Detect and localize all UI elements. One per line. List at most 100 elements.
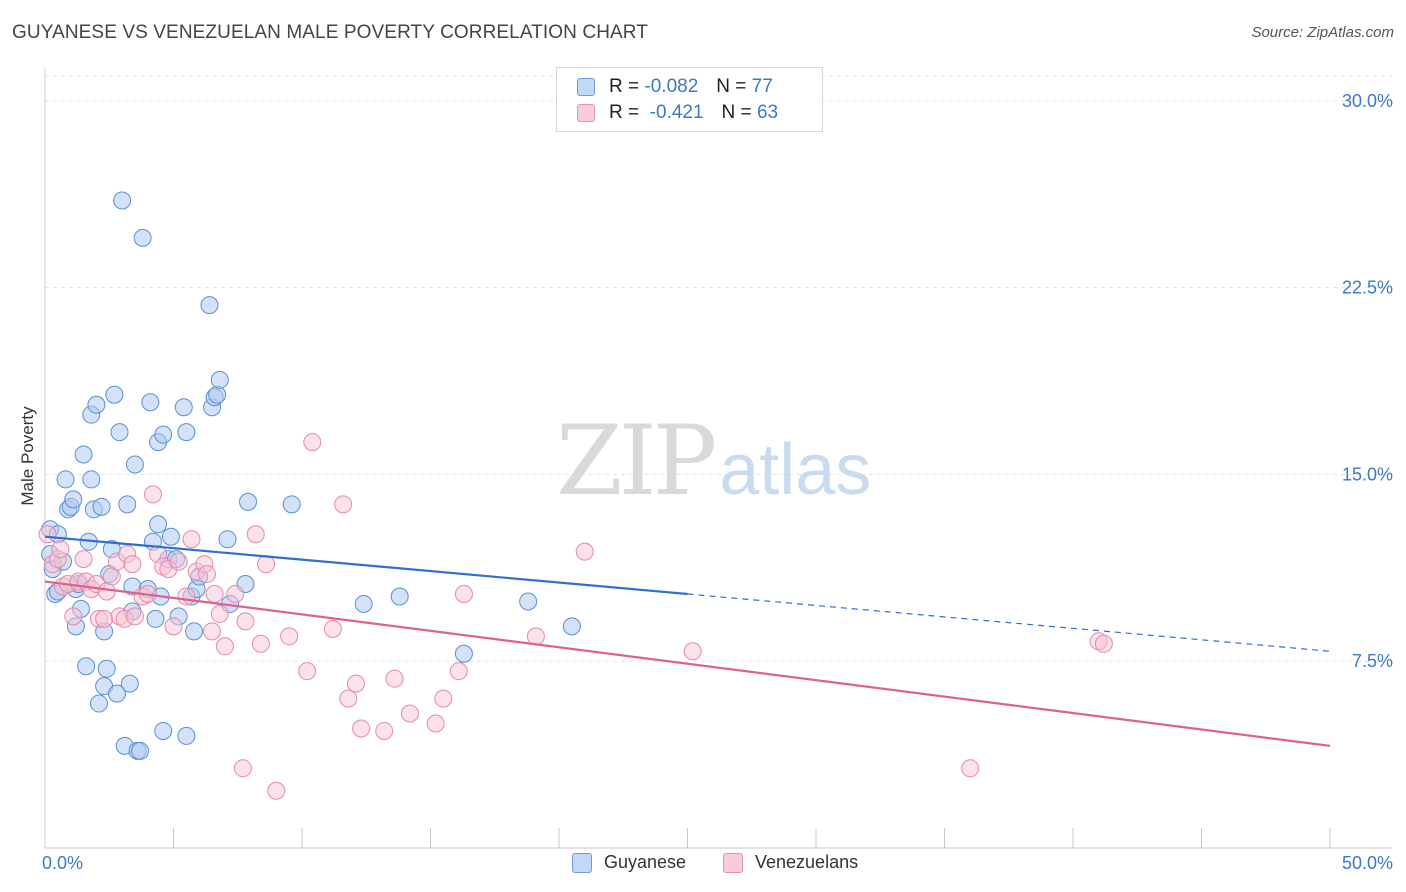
venezuelan-point	[323, 619, 342, 638]
venezuelan-point	[434, 689, 453, 708]
guyanese-point	[161, 527, 180, 546]
venezuelan-point	[182, 530, 201, 549]
guyanese-swatch	[577, 78, 595, 96]
venezuelan-swatch	[577, 104, 595, 122]
venezuelan-point	[197, 565, 216, 584]
venezuelan-point	[346, 674, 365, 693]
guyanese-point	[174, 398, 193, 417]
guyanese-point	[64, 490, 83, 509]
y-axis-label: Male Poverty	[18, 406, 37, 506]
venezuelan-point	[334, 495, 353, 514]
venezuelan-point	[375, 721, 394, 740]
guyanese-point	[56, 470, 75, 489]
r-label: R =	[609, 76, 640, 97]
venezuelan-point	[400, 704, 419, 723]
guyanese-point	[239, 492, 258, 511]
venezuelan-point	[575, 542, 594, 561]
guyanese-point	[125, 455, 144, 474]
legend-row-guyanese: R = -0.082 N = 77	[577, 75, 773, 99]
y-tick-label: 22.5%	[1342, 278, 1393, 298]
guyanese-point	[154, 425, 173, 444]
guyanese-point	[105, 385, 124, 404]
venezuelan-point	[352, 719, 371, 738]
y-tick-label: 30.0%	[1342, 91, 1393, 111]
y-tick-label: 7.5%	[1352, 651, 1393, 671]
guyanese-point	[120, 674, 139, 693]
guyanese-point	[131, 741, 150, 760]
venezuelan-point	[257, 555, 276, 574]
watermark-zip: ZIP	[556, 405, 717, 517]
venezuelan-point	[210, 604, 229, 623]
legend-row-venezuelan: R = -0.421 N = 63	[577, 101, 778, 125]
x-axis-tick-labels: 0.0% 50.0%	[42, 853, 1393, 873]
legend-label-venezuelans: Venezuelans	[755, 852, 859, 872]
chart-title: GUYANESE VS VENEZUELAN MALE POVERTY CORR…	[12, 22, 648, 43]
guyanese-point	[87, 395, 106, 414]
guyanese-point	[77, 657, 96, 676]
venezuelan-point	[449, 662, 468, 681]
guyanese-point	[107, 684, 126, 703]
venezuelan-point	[233, 759, 252, 778]
axes	[44, 68, 1392, 849]
venezuelan-point	[961, 759, 980, 778]
guyanese-point	[562, 617, 581, 636]
guyanese-point	[97, 659, 116, 678]
guyanese-point	[208, 385, 227, 404]
guyanese-point	[118, 495, 137, 514]
correlation-legend: R = -0.082 N = 77 R = -0.421 N = 63	[556, 67, 823, 132]
x-tick-label-min: 0.0%	[42, 853, 83, 873]
guyanese-point	[218, 530, 237, 549]
guyanese-point	[149, 515, 168, 534]
guyanese-point	[354, 594, 373, 613]
legend-item-guyanese: Guyanese	[572, 852, 686, 873]
venezuelan-point	[280, 627, 299, 646]
venezuelan-point	[683, 642, 702, 661]
legend-label-guyanese: Guyanese	[604, 852, 687, 872]
x-tick-label-max: 50.0%	[1342, 853, 1393, 873]
guyanese-trend-line	[44, 535, 688, 596]
n-label: N =	[721, 102, 752, 123]
guyanese-point	[185, 622, 204, 641]
venezuelan-point	[64, 607, 83, 626]
grid-lines	[45, 75, 1392, 662]
n-label: N =	[716, 76, 747, 97]
guyanese-point	[82, 470, 101, 489]
y-axis-tick-labels: 7.5% 15.0% 22.5% 30.0%	[1342, 91, 1393, 671]
guyanese-point	[110, 423, 129, 442]
venezuelan-point	[454, 584, 473, 603]
watermark: ZIPatlas	[556, 405, 871, 517]
n-value: 77	[751, 76, 773, 97]
guyanese-point	[154, 721, 173, 740]
guyanese-point	[390, 587, 409, 606]
trend-lines	[44, 535, 1331, 747]
venezuelan-point	[74, 550, 93, 569]
venezuelan-point	[246, 525, 265, 544]
guyanese-point	[113, 191, 132, 210]
n-value: 63	[756, 102, 779, 123]
chart-source: Source: ZipAtlas.com	[1251, 24, 1394, 41]
venezuelan-point	[177, 587, 196, 606]
r-label: R =	[609, 102, 640, 123]
venezuelan-point	[205, 584, 224, 603]
venezuelan-point	[125, 607, 144, 626]
venezuelan-trend-line	[44, 580, 1331, 747]
watermark-atlas: atlas	[719, 430, 872, 510]
guyanese-legend-swatch	[572, 852, 592, 873]
venezuelan-point	[169, 552, 188, 571]
venezuelan-point	[385, 669, 404, 688]
guyanese-point	[519, 592, 538, 611]
legend-item-venezuelans: Venezuelans	[723, 852, 858, 873]
venezuelan-point	[226, 584, 245, 603]
venezuelan-legend-swatch	[723, 852, 743, 873]
guyanese-point	[282, 495, 301, 514]
guyanese-trend-extension	[687, 593, 1331, 652]
venezuelan-point	[203, 622, 222, 641]
guyanese-point	[210, 370, 229, 389]
venezuelan-point	[123, 555, 142, 574]
guyanese-point	[141, 393, 160, 412]
venezuelan-point	[51, 540, 70, 559]
guyanese-point	[146, 609, 165, 628]
venezuelan-point	[267, 781, 286, 800]
guyanese-point	[92, 497, 111, 516]
